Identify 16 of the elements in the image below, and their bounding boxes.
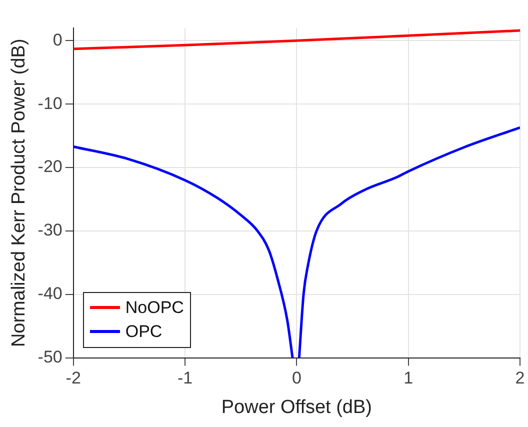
- y-tick-label: -30: [38, 220, 62, 240]
- y-tick-label: -20: [38, 157, 62, 176]
- legend-label: NoOPC: [125, 298, 184, 318]
- x-tick-label: 0: [292, 368, 302, 388]
- x-tick-label: -2: [66, 368, 81, 388]
- line-series: [73, 29, 520, 50]
- y-tick-label: -50: [38, 347, 62, 366]
- y-tick-label: 0: [52, 30, 62, 50]
- y-tick-label: -10: [38, 94, 62, 113]
- y-tick-label: -40: [38, 284, 62, 304]
- x-tick-label: -1: [177, 368, 193, 388]
- x-axis-title: Power Offset (dB): [221, 396, 372, 418]
- x-tick-label: 1: [404, 368, 414, 388]
- y-axis-title: Normalized Kerr Product Power (dB): [8, 38, 30, 348]
- legend-label: OPC: [125, 322, 162, 342]
- x-tick-label: 2: [515, 368, 525, 388]
